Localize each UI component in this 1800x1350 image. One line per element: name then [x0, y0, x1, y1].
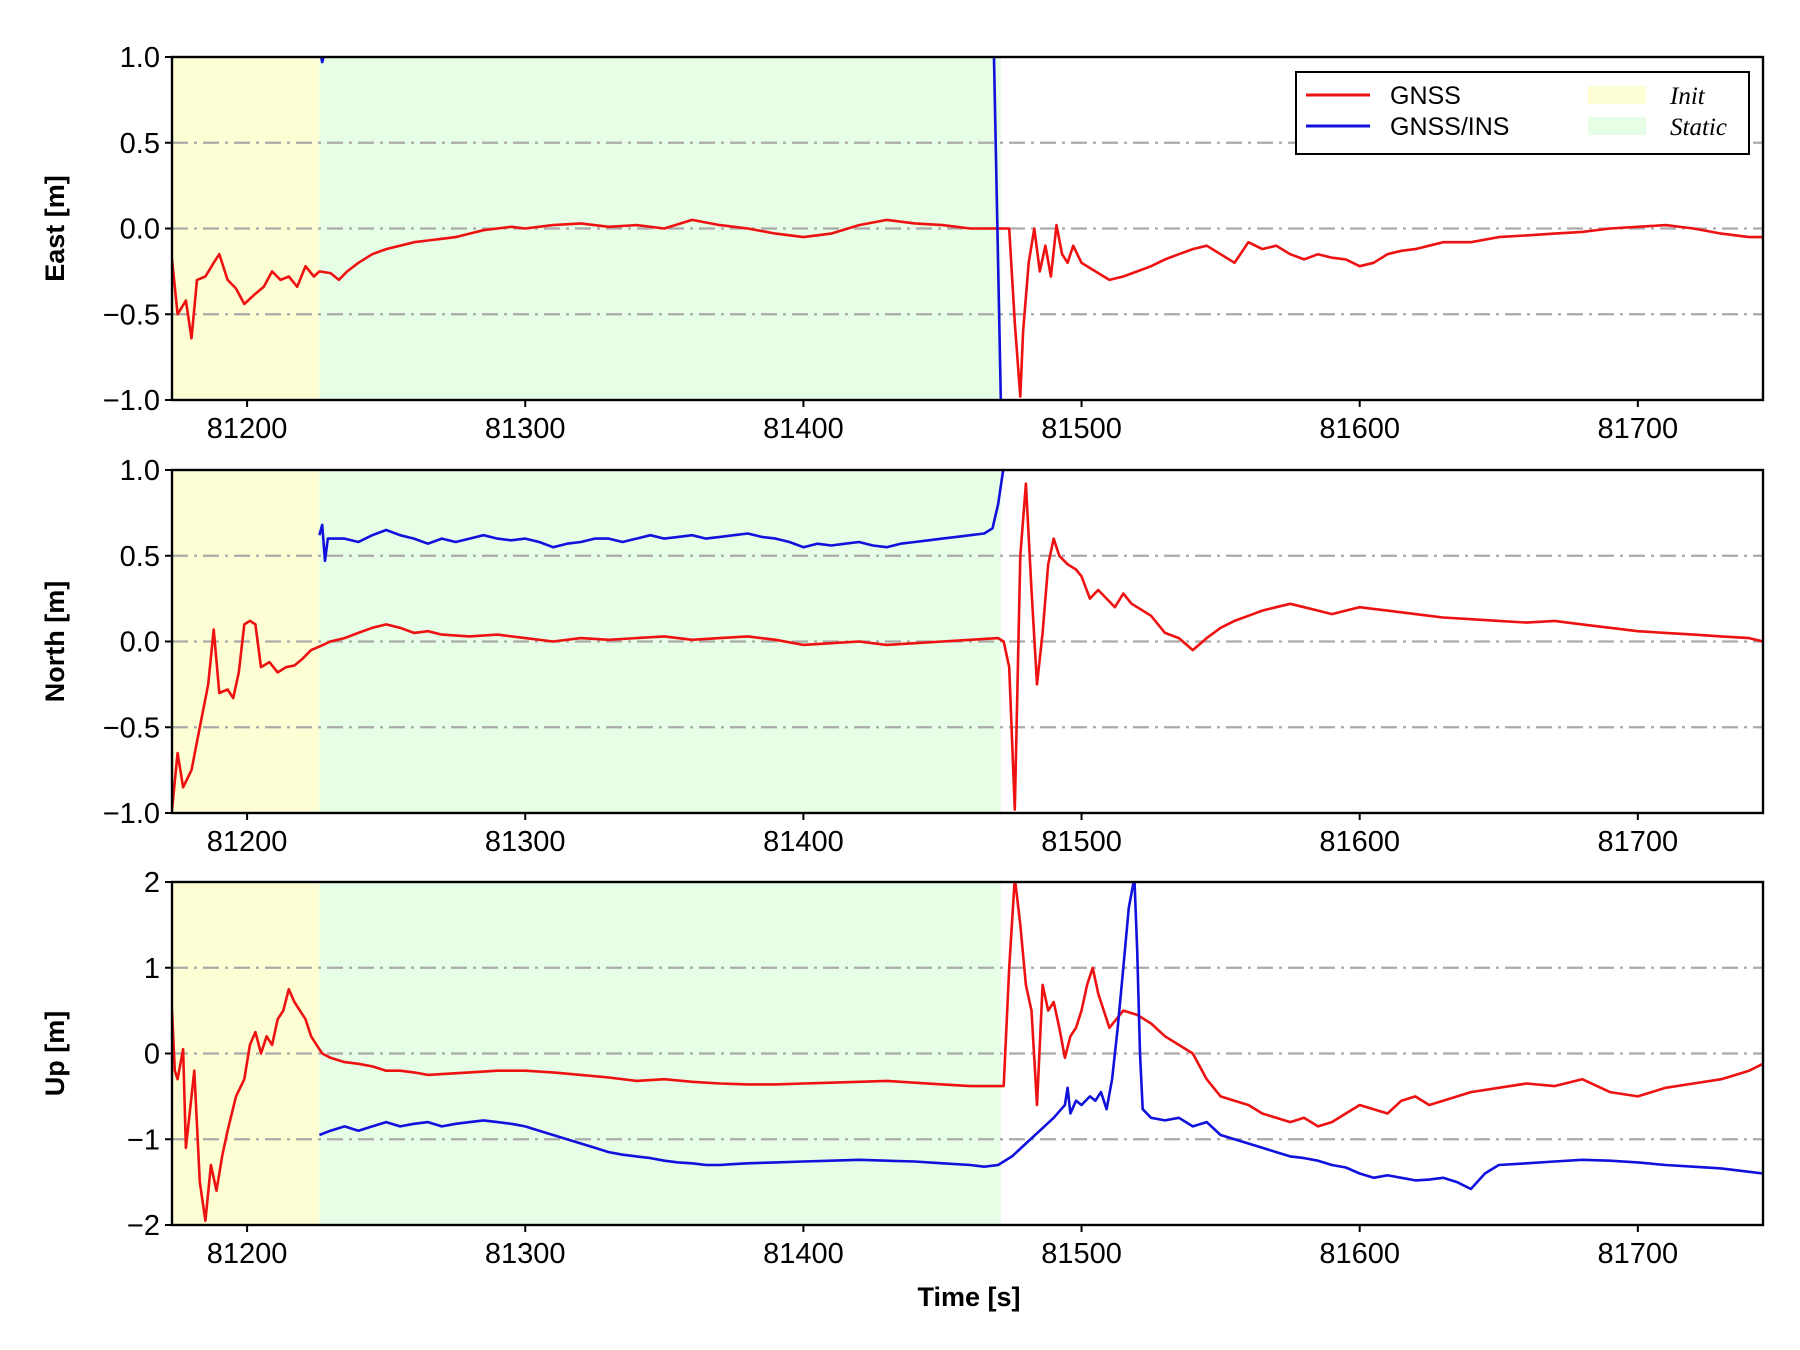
x-tick-label: 81200 — [207, 413, 288, 445]
panel-1: −1.0 −0.5 0.0 0.5 1.0 81200 81300 81400 81500 816… — [40, 42, 1765, 445]
y-tick-label: 0.0 — [120, 214, 160, 246]
y-tick-label: 1.0 — [120, 455, 160, 487]
x-tick-label: 81700 — [1598, 826, 1679, 858]
legend-gnss-label: GNSS — [1390, 82, 1461, 110]
x-axis-label: Time [s] — [917, 1282, 1020, 1312]
x-tick-label: 81600 — [1319, 1238, 1400, 1270]
y-tick-label: 0.0 — [120, 627, 160, 659]
series-area — [172, 57, 1763, 400]
y-tick-label: 0.5 — [120, 128, 160, 160]
x-tick-label: 81700 — [1598, 413, 1679, 445]
legend-gnss-ins-label: GNSS/INS — [1390, 113, 1509, 141]
x-tick-label: 81200 — [207, 826, 288, 858]
x-tick-label: 81400 — [763, 1238, 844, 1270]
x-tick-label: 81600 — [1319, 413, 1400, 445]
legend-static-swatch — [1588, 117, 1646, 135]
x-tick-label: 81300 — [485, 826, 566, 858]
x-tick-label: 81600 — [1319, 826, 1400, 858]
legend-init-swatch — [1588, 86, 1646, 104]
series-gnss-ins-line — [319, 57, 325, 64]
y-axis-label: North [m] — [40, 581, 70, 702]
series-area — [172, 470, 1763, 811]
legend-static-label: Static — [1670, 114, 1727, 141]
y-tick-label: 0.5 — [120, 541, 160, 573]
y-tick-label: −0.5 — [103, 299, 160, 331]
series-gnss-ins-line-segment — [992, 57, 1003, 400]
series-gnss-line — [172, 882, 1763, 1222]
x-tick-label: 81500 — [1041, 1238, 1122, 1270]
x-tick-label: 81500 — [1041, 826, 1122, 858]
x-tick-label: 81300 — [485, 1238, 566, 1270]
x-tick-label: 81200 — [207, 1238, 288, 1270]
y-tick-label: 0 — [144, 1039, 160, 1071]
y-tick-label: −1.0 — [103, 798, 160, 830]
series-gnss-ins-line — [318, 882, 1763, 1191]
panel-2: −1.0 −0.5 0.0 0.5 1.0 81200 81300 81400 81500 816… — [40, 455, 1765, 858]
legend: GNSS GNSS/INS Init Static — [1295, 71, 1750, 155]
x-tick-label: 81500 — [1041, 413, 1122, 445]
x-tick-label: 81300 — [485, 413, 566, 445]
legend-init-label: Init — [1669, 83, 1706, 110]
series-gnss-line — [172, 482, 1763, 811]
y-tick-label: 1.0 — [120, 42, 160, 74]
y-tick-label: −0.5 — [103, 712, 160, 744]
y-tick-label: −1 — [127, 1124, 160, 1156]
x-tick-label: 81400 — [763, 413, 844, 445]
x-tick-label: 81400 — [763, 826, 844, 858]
legend-box — [1295, 71, 1750, 155]
y-tick-label: 1 — [144, 953, 160, 985]
series-area — [172, 882, 1763, 1222]
x-tick-label: 81700 — [1598, 1238, 1679, 1270]
y-axis-label: East [m] — [40, 175, 70, 282]
y-tick-label: −1.0 — [103, 385, 160, 417]
panels: −1.0 −0.5 0.0 0.5 1.0 81200 81300 81400 81500 816… — [40, 42, 1765, 1270]
series-gnss-ins-line — [318, 470, 1005, 563]
y-tick-label: 2 — [144, 867, 160, 899]
y-tick-label: −2 — [127, 1210, 160, 1242]
panel-3: −2 −1 0 1 2 81200 81300 81400 81500 81600 81700 Up … — [40, 867, 1765, 1270]
y-axis-label: Up [m] — [40, 1011, 70, 1096]
